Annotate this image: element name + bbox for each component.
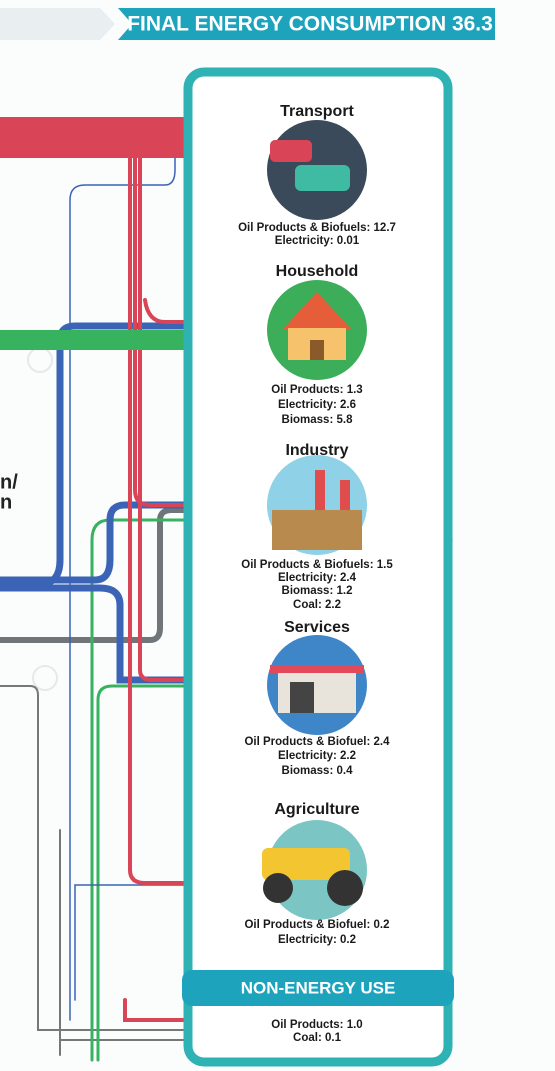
sector-line: Oil Products: 1.0 bbox=[271, 1019, 362, 1031]
sector-line: Electricity: 2.6 bbox=[278, 399, 356, 411]
sector-title: NON-ENERGY USE bbox=[241, 978, 396, 997]
sector-line: Oil Products & Biofuels: 1.5 bbox=[241, 559, 393, 571]
sector-line: Electricity: 2.2 bbox=[278, 750, 356, 762]
sector-title: Transport bbox=[280, 103, 354, 120]
sector-line: Biomass: 1.2 bbox=[282, 585, 353, 597]
sector-line: Biomass: 0.4 bbox=[282, 765, 354, 777]
sector-line: Coal: 0.1 bbox=[293, 1032, 342, 1044]
non-energy-banner bbox=[182, 970, 454, 1006]
header-title: FINAL ENERGY CONSUMPTION 36.3 bbox=[127, 13, 493, 36]
sector-panel bbox=[183, 67, 453, 1067]
sector-line: Electricity: 0.2 bbox=[278, 934, 356, 946]
sector-title: Agriculture bbox=[274, 801, 359, 818]
sector-line: Electricity: 0.01 bbox=[275, 235, 360, 247]
left-fragment: n bbox=[0, 491, 12, 513]
sector-line: Oil Products & Biofuel: 2.4 bbox=[244, 736, 390, 748]
sector-line: Coal: 2.2 bbox=[293, 599, 341, 611]
sector-title: Industry bbox=[285, 442, 348, 459]
header-banner bbox=[118, 8, 495, 40]
sector-title: Household bbox=[276, 263, 359, 280]
icons bbox=[262, 120, 367, 920]
household-flow bbox=[0, 330, 215, 350]
sector-title: Services bbox=[284, 619, 350, 636]
sector-line: Oil Products: 1.3 bbox=[271, 384, 362, 396]
sector-line: Biomass: 5.8 bbox=[282, 414, 354, 426]
flows bbox=[0, 128, 214, 1062]
sector-line: Oil Products & Biofuels: 12.7 bbox=[238, 222, 396, 234]
transport-flow bbox=[0, 117, 222, 158]
header-chevron bbox=[0, 8, 115, 40]
sector-line: Oil Products & Biofuel: 0.2 bbox=[244, 919, 389, 931]
left-fragment: n/ bbox=[0, 471, 18, 493]
sector-line: Electricity: 2.4 bbox=[278, 572, 357, 584]
